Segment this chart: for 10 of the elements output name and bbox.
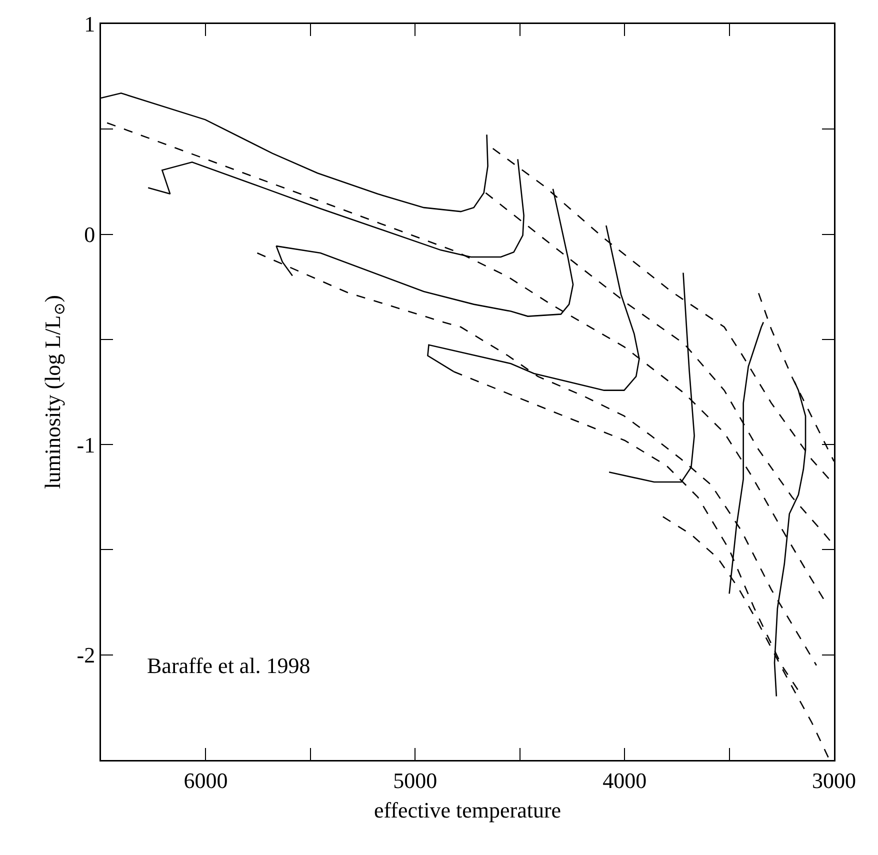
x-tick-label: 5000 xyxy=(393,768,438,793)
x-axis-title: effective temperature xyxy=(374,798,562,823)
y-tick-label: 0 xyxy=(84,222,96,247)
y-tick-label: -1 xyxy=(76,432,96,458)
x-tick-label: 3000 xyxy=(812,768,856,793)
y-tick-label: 1 xyxy=(84,12,96,37)
y-tick-label: -2 xyxy=(76,642,96,668)
x-tick-label: 6000 xyxy=(184,768,228,793)
x-tick-label: 4000 xyxy=(602,768,647,793)
annotation: Baraffe et al. 1998 xyxy=(147,653,310,678)
